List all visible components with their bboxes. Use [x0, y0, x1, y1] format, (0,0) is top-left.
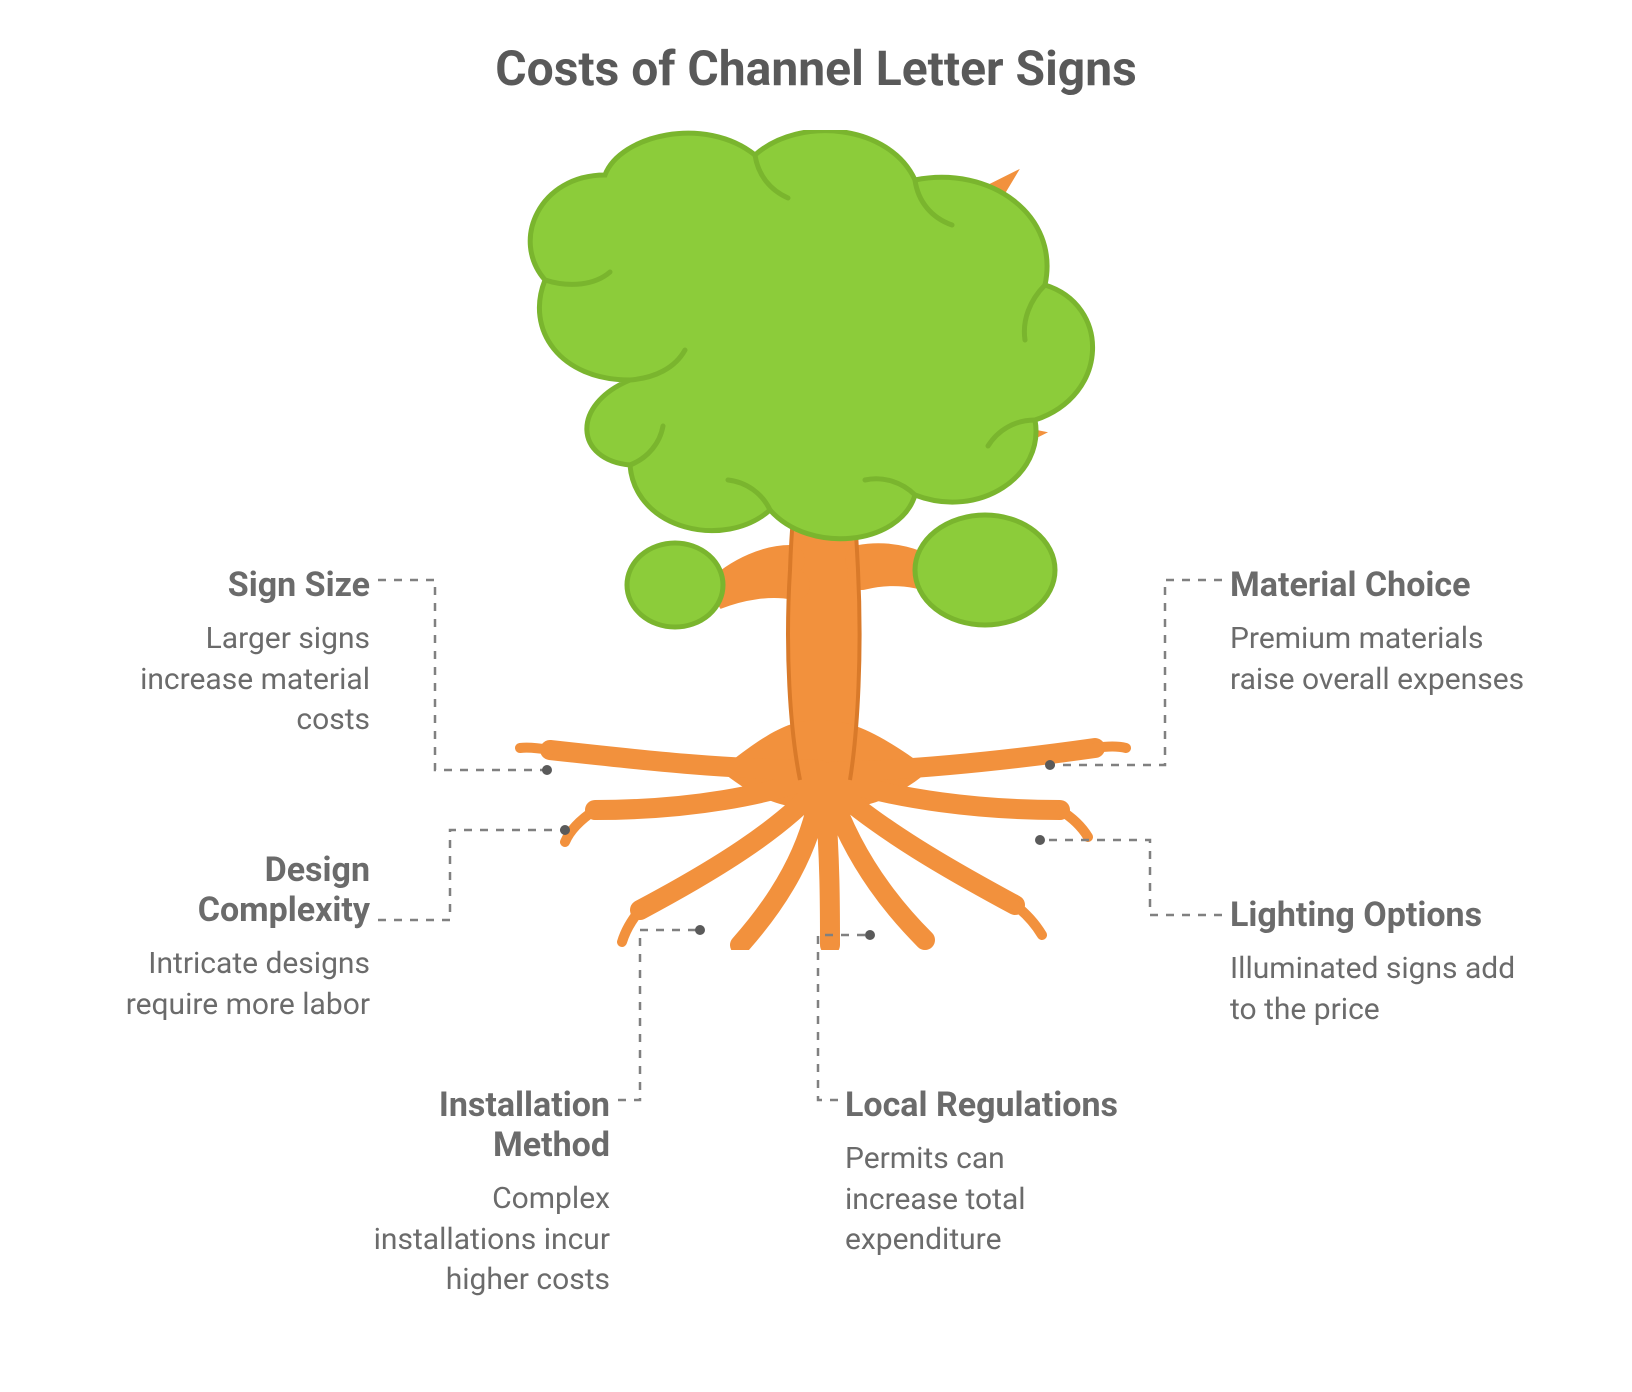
label-heading: Material Choice	[1230, 565, 1530, 605]
label-desc: Intricate designs require more labor	[90, 944, 370, 1025]
label-desc: Permits can increase total expenditure	[845, 1139, 1125, 1261]
label-local-regulations: Local Regulations Permits can increase t…	[845, 1085, 1125, 1261]
label-installation-method: Installation Method Complex installation…	[350, 1085, 610, 1301]
foliage-main	[530, 131, 1092, 539]
label-lighting-options: Lighting Options Illuminated signs add t…	[1230, 895, 1530, 1030]
tree-illustration	[470, 130, 1170, 950]
label-heading: Local Regulations	[845, 1085, 1125, 1125]
connector-local-regulations	[818, 930, 875, 1100]
label-heading: Installation Method	[350, 1085, 610, 1165]
label-design-complexity: Design Complexity Intricate designs requ…	[90, 850, 370, 1025]
connector-installation-method	[618, 925, 705, 1100]
label-heading: Sign Size	[90, 565, 370, 605]
label-heading: Lighting Options	[1230, 895, 1530, 935]
label-desc: Complex installations incur higher costs	[350, 1179, 610, 1301]
label-desc: Premium materials raise overall expenses	[1230, 619, 1530, 700]
label-heading: Design Complexity	[90, 850, 370, 930]
label-desc: Larger signs increase material costs	[90, 619, 370, 741]
page-title: Costs of Channel Letter Signs	[0, 40, 1632, 97]
label-sign-size: Sign Size Larger signs increase material…	[90, 565, 370, 741]
label-desc: Illuminated signs add to the price	[1230, 949, 1530, 1030]
label-material-choice: Material Choice Premium materials raise …	[1230, 565, 1530, 700]
